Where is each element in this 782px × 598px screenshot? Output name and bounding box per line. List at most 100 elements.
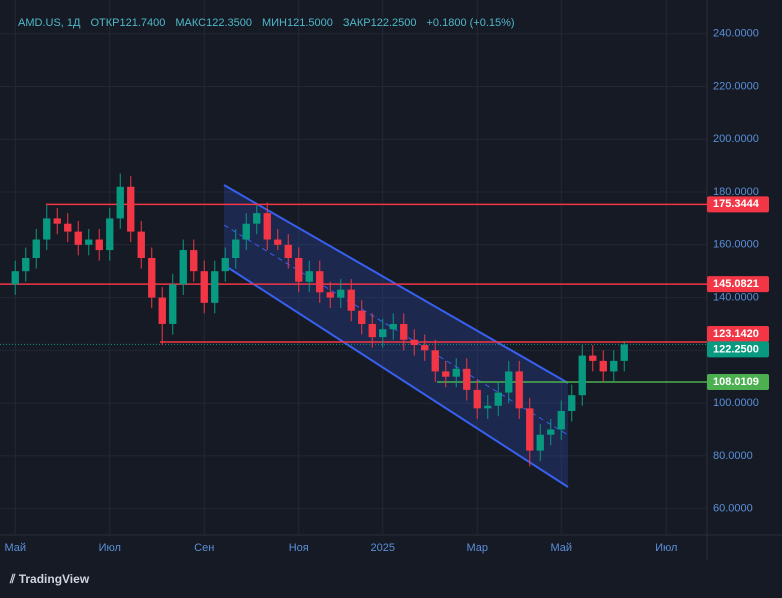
x-tick-label: Май (550, 542, 572, 554)
candle-body (568, 395, 576, 412)
price-box (707, 341, 769, 358)
candle-body (442, 371, 450, 377)
y-tick-label: 160.0000 (713, 239, 759, 251)
candle-body (64, 223, 72, 232)
x-tick-label: Май (4, 542, 26, 554)
candle-body (547, 429, 555, 435)
candle-body (242, 223, 250, 240)
candle-body (421, 345, 429, 351)
candle-body (158, 297, 166, 324)
candle-body (368, 323, 376, 338)
candle-body (305, 271, 313, 282)
candle-body (599, 360, 607, 372)
candle-body (169, 284, 177, 324)
candle-body (526, 408, 534, 451)
candle-body (431, 350, 439, 372)
price-box-label: 145.0821 (713, 278, 759, 290)
ohlc-item: ЗАКР122.2500 (342, 17, 417, 29)
ohlc-item: МИН121.5000 (261, 17, 333, 29)
candle-body (284, 244, 292, 258)
candle-body (316, 271, 324, 293)
y-tick-label: 140.0000 (713, 291, 759, 303)
candle-body (326, 292, 334, 298)
channel-lower (223, 264, 569, 488)
candle-body (106, 218, 114, 251)
candle-body (337, 289, 345, 298)
candle-body (400, 323, 408, 340)
header: AMD.US, 1Д ОТКР121.7400 МАКС122.3500 МИН121… (18, 17, 525, 29)
candle-body (484, 405, 492, 409)
brand: TradingView (18, 572, 90, 586)
x-tick-label: Мар (466, 542, 488, 554)
candle-body (536, 434, 544, 451)
candle-body (74, 231, 82, 245)
ohlc-item: +0.1800 (+0.15%) (426, 17, 515, 29)
price-box (707, 276, 769, 293)
candle-body (505, 371, 513, 393)
y-tick-label: 60.0000 (713, 503, 753, 515)
candle-body (274, 239, 282, 245)
y-tick-label: 80.0000 (713, 450, 753, 462)
x-tick-label: Июл (99, 542, 121, 554)
candle-body (295, 257, 303, 282)
price-box-label: 123.1420 (713, 328, 759, 340)
candle-body (32, 239, 40, 258)
candle-body (85, 239, 93, 245)
candle-body (43, 218, 51, 240)
candle-body (263, 213, 271, 240)
candle-body (379, 329, 387, 338)
candle-body (200, 271, 208, 303)
candle-body (253, 213, 261, 224)
price-box (707, 373, 769, 390)
candle-body (127, 186, 135, 232)
y-tick-label: 240.0000 (713, 28, 759, 40)
x-tick-label: Ноя (289, 542, 309, 554)
candle-body (620, 344, 628, 361)
candle-body (53, 218, 61, 224)
price-box-label: 175.3444 (713, 198, 760, 210)
ohlc-item: ОТКР121.7400 (90, 17, 166, 29)
candle-body (95, 239, 103, 251)
candle-body (22, 257, 30, 272)
candle-body (515, 371, 523, 409)
candle-body (137, 231, 145, 258)
candle-body (494, 392, 502, 406)
ohlc-item: МАКС122.3500 (175, 17, 252, 29)
candle-body (463, 368, 471, 390)
x-tick-label: Июл (655, 542, 677, 554)
candle-body (578, 355, 586, 396)
x-tick-label: Сен (194, 542, 214, 554)
y-tick-label: 180.0000 (713, 186, 759, 198)
symbol: AMD.US, 1Д (18, 17, 81, 29)
candle-body (221, 257, 229, 272)
candle-body (211, 271, 219, 303)
y-tick-label: 200.0000 (713, 133, 759, 145)
channel-mid (223, 224, 569, 436)
candle-body (232, 239, 240, 258)
candle-body (358, 310, 366, 324)
candle-body (557, 411, 565, 430)
candle-body (11, 271, 19, 285)
y-tick-label: 220.0000 (713, 80, 759, 92)
price-box (707, 196, 769, 213)
y-tick-label: 100.0000 (713, 397, 759, 409)
channel-fill (224, 185, 568, 487)
candle-body (190, 250, 198, 272)
candle-body (179, 250, 187, 285)
candle-body (347, 289, 355, 311)
x-tick-label: 2025 (371, 542, 395, 554)
footer: ⫽ TradingView (10, 572, 90, 586)
candle-body (410, 339, 418, 346)
candle-body (452, 368, 460, 377)
candle-body (589, 355, 597, 361)
candle-body (148, 257, 156, 298)
price-box (707, 326, 769, 343)
candle-body (389, 323, 397, 330)
candle-body (473, 389, 481, 409)
price-box-label: 122.2500 (713, 343, 759, 355)
candle-body (116, 186, 124, 219)
price-box-label: 108.0109 (713, 376, 759, 388)
